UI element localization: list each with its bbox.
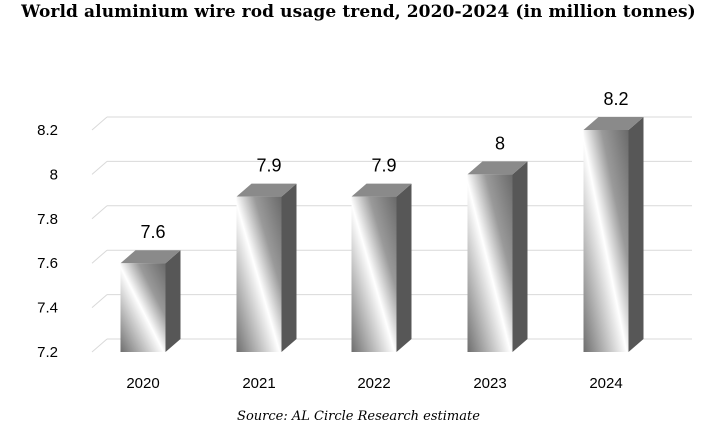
bar-side xyxy=(628,117,644,352)
x-tick-label: 2024 xyxy=(589,375,622,392)
bar-front xyxy=(351,196,397,352)
bar-top xyxy=(236,183,297,197)
gridline-connector xyxy=(91,294,108,308)
bar xyxy=(583,117,644,352)
bar xyxy=(236,183,297,352)
bar-side xyxy=(165,250,181,352)
bar-side xyxy=(512,161,528,352)
x-tick-label: 2021 xyxy=(242,375,275,392)
bar-top xyxy=(351,183,412,197)
chart-source: Source: AL Circle Research estimate xyxy=(237,409,480,424)
x-tick-label: 2022 xyxy=(357,375,390,392)
y-tick-label: 7.2 xyxy=(37,344,58,361)
gridline-connector xyxy=(91,116,108,131)
bar-front xyxy=(120,263,166,352)
bar-top xyxy=(583,117,644,130)
gridline-connector xyxy=(91,249,108,264)
gridline-connector xyxy=(91,338,108,353)
data-label: 8 xyxy=(495,133,505,153)
data-label: 7.9 xyxy=(256,156,281,176)
gridline-connector xyxy=(91,161,108,175)
y-tick-label: 7.4 xyxy=(37,300,58,317)
bar-top xyxy=(120,250,181,264)
x-tick-label: 2023 xyxy=(473,375,506,392)
bar xyxy=(120,250,181,352)
x-axis-ticks: 2020 2021 2022 2023 2024 xyxy=(126,375,622,392)
bar-front xyxy=(236,196,282,352)
data-labels: 7.6 7.9 7.9 8 8.2 xyxy=(140,89,628,242)
bars xyxy=(120,117,644,352)
y-tick-label: 7.8 xyxy=(37,211,58,228)
data-label: 7.6 xyxy=(140,222,165,242)
y-tick-label: 8.2 xyxy=(37,122,58,139)
gridline-connector xyxy=(91,205,108,220)
data-label: 7.9 xyxy=(371,156,396,176)
bar xyxy=(467,161,528,352)
y-tick-label: 8 xyxy=(50,166,58,183)
bar xyxy=(351,183,412,352)
bar-top xyxy=(467,161,528,175)
x-tick-label: 2020 xyxy=(126,375,159,392)
bar-front xyxy=(583,130,629,352)
chart-title: World aluminium wire rod usage trend, 20… xyxy=(21,2,696,22)
data-label: 8.2 xyxy=(603,89,628,109)
y-tick-label: 7.6 xyxy=(37,255,58,272)
bar-side xyxy=(396,183,412,352)
y-axis-ticks: 7.2 7.4 7.6 7.8 8 8.2 xyxy=(37,122,58,361)
bar-side xyxy=(281,183,297,352)
bar-front xyxy=(467,174,513,352)
